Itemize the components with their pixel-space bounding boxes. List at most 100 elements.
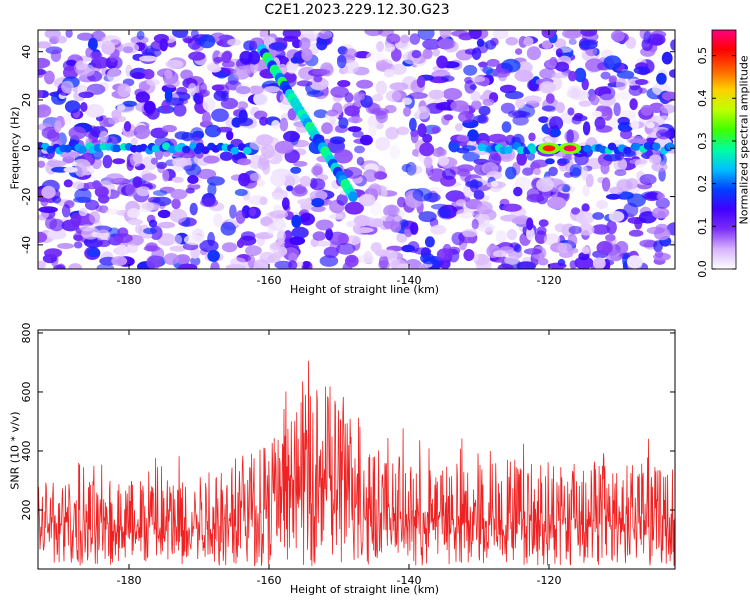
noise-blob [431, 126, 440, 134]
noise-blob [344, 48, 357, 59]
noise-blob [574, 256, 594, 269]
noise-blob [596, 241, 613, 255]
noise-blob [430, 224, 447, 235]
noise-blob [462, 145, 477, 152]
noise-blob [347, 116, 363, 124]
noise-blob [173, 103, 187, 117]
band-blob [112, 144, 122, 153]
noise-blob [569, 163, 583, 177]
noise-blob [299, 175, 311, 187]
noise-blob [523, 36, 534, 47]
noise-blob [657, 115, 672, 122]
noise-blob [568, 225, 582, 235]
noise-blob [617, 116, 630, 126]
noise-blob [603, 154, 622, 162]
noise-blob [172, 30, 189, 38]
noise-blob [376, 41, 385, 52]
noise-blob [476, 201, 493, 215]
noise-blob [101, 35, 121, 46]
noise-blob [162, 169, 170, 182]
noise-blob [72, 181, 85, 190]
noise-blob [639, 174, 657, 185]
noise-blob [130, 137, 138, 146]
noise-blob [38, 69, 47, 76]
noise-blob [613, 157, 628, 172]
noise-blob [538, 116, 549, 123]
noise-blob [190, 256, 201, 266]
noise-blob [107, 57, 118, 67]
noise-blob [282, 30, 301, 39]
noise-blob [68, 263, 83, 269]
noise-blob [68, 126, 87, 140]
noise-blob [458, 111, 475, 123]
noise-blob [213, 56, 224, 63]
noise-blob [569, 90, 590, 101]
noise-blob [522, 167, 534, 176]
band-blob [162, 142, 171, 151]
noise-blob [94, 186, 109, 198]
bottom-y-tick-label: 800 [20, 323, 33, 344]
noise-blob [362, 169, 379, 182]
noise-blob [625, 36, 637, 49]
noise-blob [391, 258, 408, 269]
noise-blob [314, 240, 331, 247]
noise-blob [187, 175, 199, 184]
noise-blob [651, 207, 670, 219]
noise-blob [539, 81, 556, 94]
band-blob [607, 142, 617, 151]
top-x-axis-label: Height of straight line (km) [290, 283, 440, 296]
noise-blob [353, 215, 371, 227]
noise-blob [504, 255, 519, 265]
noise-blob [643, 192, 661, 202]
noise-blob [199, 82, 207, 94]
noise-blob [245, 245, 262, 256]
noise-blob [157, 233, 176, 246]
noise-blob [172, 157, 187, 167]
top-x-tick-label: -180 [117, 274, 142, 287]
noise-blob [130, 35, 149, 45]
noise-blob [591, 110, 603, 118]
noise-blob [313, 109, 328, 119]
noise-blob [56, 263, 66, 269]
noise-blob [526, 46, 542, 61]
noise-blob [143, 227, 158, 235]
noise-blob [541, 40, 553, 49]
noise-blob [550, 128, 561, 138]
noise-blob [539, 68, 556, 80]
noise-blob [356, 93, 366, 101]
noise-blob [375, 249, 390, 257]
noise-blob [541, 30, 555, 39]
noise-blob [464, 79, 476, 94]
noise-blob [488, 133, 507, 143]
noise-blob [261, 144, 275, 159]
noise-blob [281, 197, 290, 210]
noise-blob [61, 80, 74, 94]
noise-blob [338, 117, 349, 129]
noise-blob [221, 242, 238, 253]
noise-blob [220, 97, 239, 110]
noise-blob [580, 30, 598, 37]
noise-blob [557, 158, 570, 165]
noise-blob [643, 31, 652, 44]
noise-blob [369, 201, 383, 216]
noise-blob [603, 55, 622, 70]
noise-blob [293, 160, 308, 167]
noise-blob [189, 202, 198, 216]
noise-blob [146, 255, 162, 269]
noise-blob [142, 48, 162, 58]
noise-blob [50, 49, 62, 62]
noise-blob [185, 187, 195, 194]
noise-blob [309, 190, 328, 201]
noise-blob [346, 220, 357, 228]
noise-blob [410, 222, 419, 235]
noise-blob [608, 211, 625, 222]
noise-blob [389, 144, 401, 160]
bottom-y-tick-label: 400 [20, 441, 33, 462]
noise-blob [580, 165, 589, 180]
noise-blob [375, 80, 387, 96]
noise-blob [656, 192, 665, 201]
top-x-tick-label: -140 [397, 274, 422, 287]
noise-blob [234, 188, 248, 197]
noise-blob [358, 193, 376, 207]
noise-blob [653, 240, 663, 253]
